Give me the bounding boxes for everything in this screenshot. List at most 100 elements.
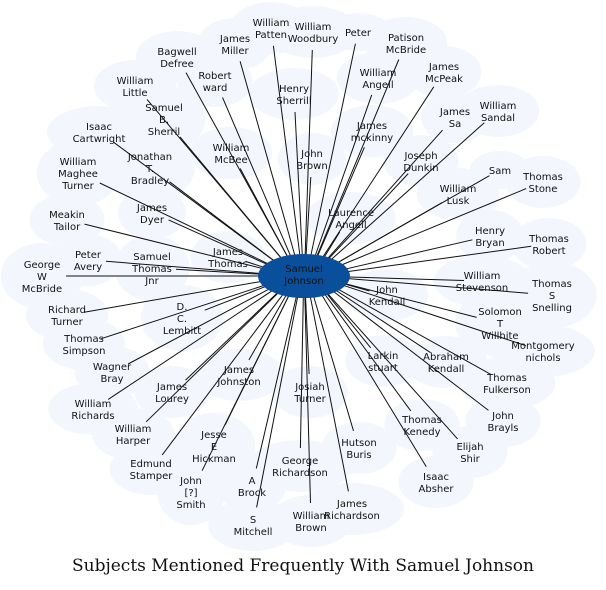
node-label-thomas-s-snelling[interactable]: Thomas S Snelling: [531, 279, 572, 314]
node-label-james-johnston[interactable]: James Johnston: [216, 365, 260, 388]
node-bubble-henry-sherrill: [249, 68, 339, 120]
node-label-line: stuart: [368, 363, 398, 374]
node-label-line: Jnr: [144, 276, 159, 287]
node-label-line: James: [156, 382, 187, 393]
node-label-elijah-shir[interactable]: Elijah Shir: [456, 442, 483, 465]
node-label-william-sandal[interactable]: William Sandal: [480, 101, 517, 124]
node-label-bagwell-defree[interactable]: Bagwell Defree: [157, 47, 196, 70]
node-label-laurence-angell[interactable]: Laurence Angell: [328, 208, 374, 231]
node-label-richard-turner[interactable]: Richard Turner: [48, 305, 86, 328]
node-label-james-miller[interactable]: James Miller: [219, 34, 250, 57]
node-label-william-little[interactable]: William Little: [117, 76, 154, 99]
node-label-peter-avery[interactable]: Peter Avery: [74, 250, 102, 273]
node-label-john-brayls[interactable]: John Brayls: [487, 411, 518, 434]
node-label-thomas-stone[interactable]: Thomas Stone: [522, 172, 563, 195]
node-label-william-woodbury[interactable]: William Woodbury: [288, 22, 339, 45]
node-label-meakin-tailor[interactable]: Meakin Tailor: [49, 210, 85, 233]
node-label-james-richardson[interactable]: James Richardson: [324, 499, 380, 522]
node-label-line: William: [115, 424, 152, 435]
edge-abraham-kendall: [322, 281, 431, 354]
node-label-samuel-b-sherril[interactable]: Samuel B. Sherril: [145, 103, 183, 138]
node-label-joseph-dunkin[interactable]: Joseph Dunkin: [403, 151, 438, 174]
node-label-line: Dyer: [140, 215, 165, 226]
node-label-peter[interactable]: Peter: [345, 28, 372, 39]
node-label-line: James: [428, 62, 459, 73]
node-label-william-patten[interactable]: William Patten: [253, 18, 290, 41]
node-label-thomas-robert[interactable]: Thomas Robert: [528, 234, 569, 257]
edge-james-miller: [239, 61, 299, 266]
node-label-line: Richards: [71, 411, 114, 422]
node-label-samuel-thomas-jnr[interactable]: Samuel Thomas Jnr: [131, 252, 172, 287]
node-label-montgomery-nichols[interactable]: Montgomery nichols: [511, 341, 574, 364]
node-label-line: Little: [122, 88, 147, 99]
node-label-james-thomas[interactable]: James Thomas: [207, 247, 248, 270]
node-label-william-stevenson[interactable]: William Stevenson: [456, 271, 509, 294]
node-label-josiah-turner[interactable]: Josiah Turner: [293, 382, 326, 405]
node-label-line: A: [249, 476, 256, 487]
node-label-a-brock[interactable]: A Brock: [238, 476, 266, 499]
node-label-larkin-stuart[interactable]: Larkin stuart: [368, 351, 399, 374]
node-label-line: James: [223, 365, 254, 376]
node-label-hutson-buris[interactable]: Hutson Buris: [341, 438, 376, 461]
node-label-thomas-simpson[interactable]: Thomas Simpson: [63, 334, 106, 357]
node-label-john-smith[interactable]: John [?] Smith: [176, 476, 205, 511]
node-label-line: Cartwright: [73, 134, 126, 145]
node-label-george-richardson[interactable]: George Richardson: [272, 456, 328, 479]
node-label-d-c-lembitt[interactable]: D. C. Lembitt: [163, 302, 201, 337]
node-label-jonathan-t-bradley[interactable]: Jonathan T. Bradley: [127, 152, 172, 187]
node-label-william-maghee-turner[interactable]: William Maghee Turner: [58, 157, 98, 192]
node-label-isaac-absher[interactable]: Isaac Absher: [419, 472, 455, 495]
edge-william-richards: [107, 281, 286, 400]
node-label-william-harper[interactable]: William Harper: [115, 424, 152, 447]
node-label-line: Meakin: [49, 210, 85, 221]
node-bubble-thomas-stone: [505, 156, 581, 208]
node-label-john-brown[interactable]: John Brown: [296, 149, 327, 172]
edge-william-sandal: [320, 122, 485, 270]
node-backgrounds: [0, 2, 597, 551]
node-label-james-sa[interactable]: James Sa: [439, 107, 470, 130]
node-label-isaac-cartwright[interactable]: Isaac Cartwright: [73, 122, 126, 145]
node-label-james-mckinny[interactable]: James mckinny: [351, 121, 393, 144]
center-node-label-line2: Johnson: [283, 276, 323, 287]
node-label-henry-sherrill[interactable]: Henry Sherrill: [276, 84, 311, 107]
node-label-william-lusk[interactable]: William Lusk: [440, 184, 477, 207]
center-node-ellipse[interactable]: [258, 254, 350, 298]
node-label-line: Joseph: [403, 151, 437, 162]
node-label-line: William: [75, 399, 112, 410]
node-label-james-mcpeak[interactable]: James McPeak: [425, 62, 463, 85]
node-label-william-richards[interactable]: William Richards: [71, 399, 114, 422]
node-label-thomas-kenedy[interactable]: Thomas Kenedy: [401, 415, 442, 438]
node-label-william-mcbee[interactable]: William McBee: [213, 143, 250, 166]
node-label-line: Woodbury: [288, 34, 339, 45]
node-label-s-mitchell[interactable]: S Mitchell: [234, 515, 273, 538]
node-label-line: W: [37, 272, 47, 283]
node-label-samuel-s[interactable]: Sam: [489, 166, 511, 177]
node-label-line: Robert: [198, 71, 231, 82]
node-label-henry-bryan[interactable]: Henry Bryan: [475, 226, 505, 249]
node-label-line: Avery: [74, 262, 102, 273]
node-label-solomon-t-willhite[interactable]: Solomon T Willhite: [478, 307, 522, 342]
center-node[interactable]: Samuel Johnson: [258, 254, 350, 298]
node-label-line: B.: [159, 115, 169, 126]
node-label-robert-ward[interactable]: Robert ward: [198, 71, 231, 94]
node-label-line: Smith: [176, 500, 205, 511]
node-label-line: Isaac: [423, 472, 449, 483]
node-label-james-lourey[interactable]: James Lourey: [155, 382, 189, 405]
node-label-edmund-stamper[interactable]: Edmund Stamper: [130, 459, 174, 482]
node-label-george-w-mcbride[interactable]: George W McBride: [22, 260, 62, 295]
node-label-william-brown[interactable]: William Brown: [293, 511, 330, 534]
node-label-line: Kendall: [428, 364, 465, 375]
node-label-fagner-bray[interactable]: Wagner Bray: [93, 362, 132, 385]
node-label-thomas-fulkerson[interactable]: Thomas Fulkerson: [483, 373, 531, 396]
node-label-patison-mcbride[interactable]: Patison McBride: [386, 33, 426, 56]
node-label-jesse-e-hickman[interactable]: Jesse E Hickman: [192, 430, 236, 465]
node-label-line: Thomas: [486, 373, 527, 384]
node-label-line: Samuel: [145, 103, 183, 114]
node-label-william-angell[interactable]: William Angell: [360, 68, 397, 91]
node-label-john-kendall[interactable]: John Kendall: [369, 285, 406, 308]
node-label-line: Richardson: [324, 511, 380, 522]
node-label-abraham-kendall[interactable]: Abraham Kendall: [423, 352, 469, 375]
node-label-james-dyer[interactable]: James Dyer: [136, 203, 167, 226]
node-label-line: William: [295, 22, 332, 33]
node-label-line: Angell: [362, 80, 393, 91]
